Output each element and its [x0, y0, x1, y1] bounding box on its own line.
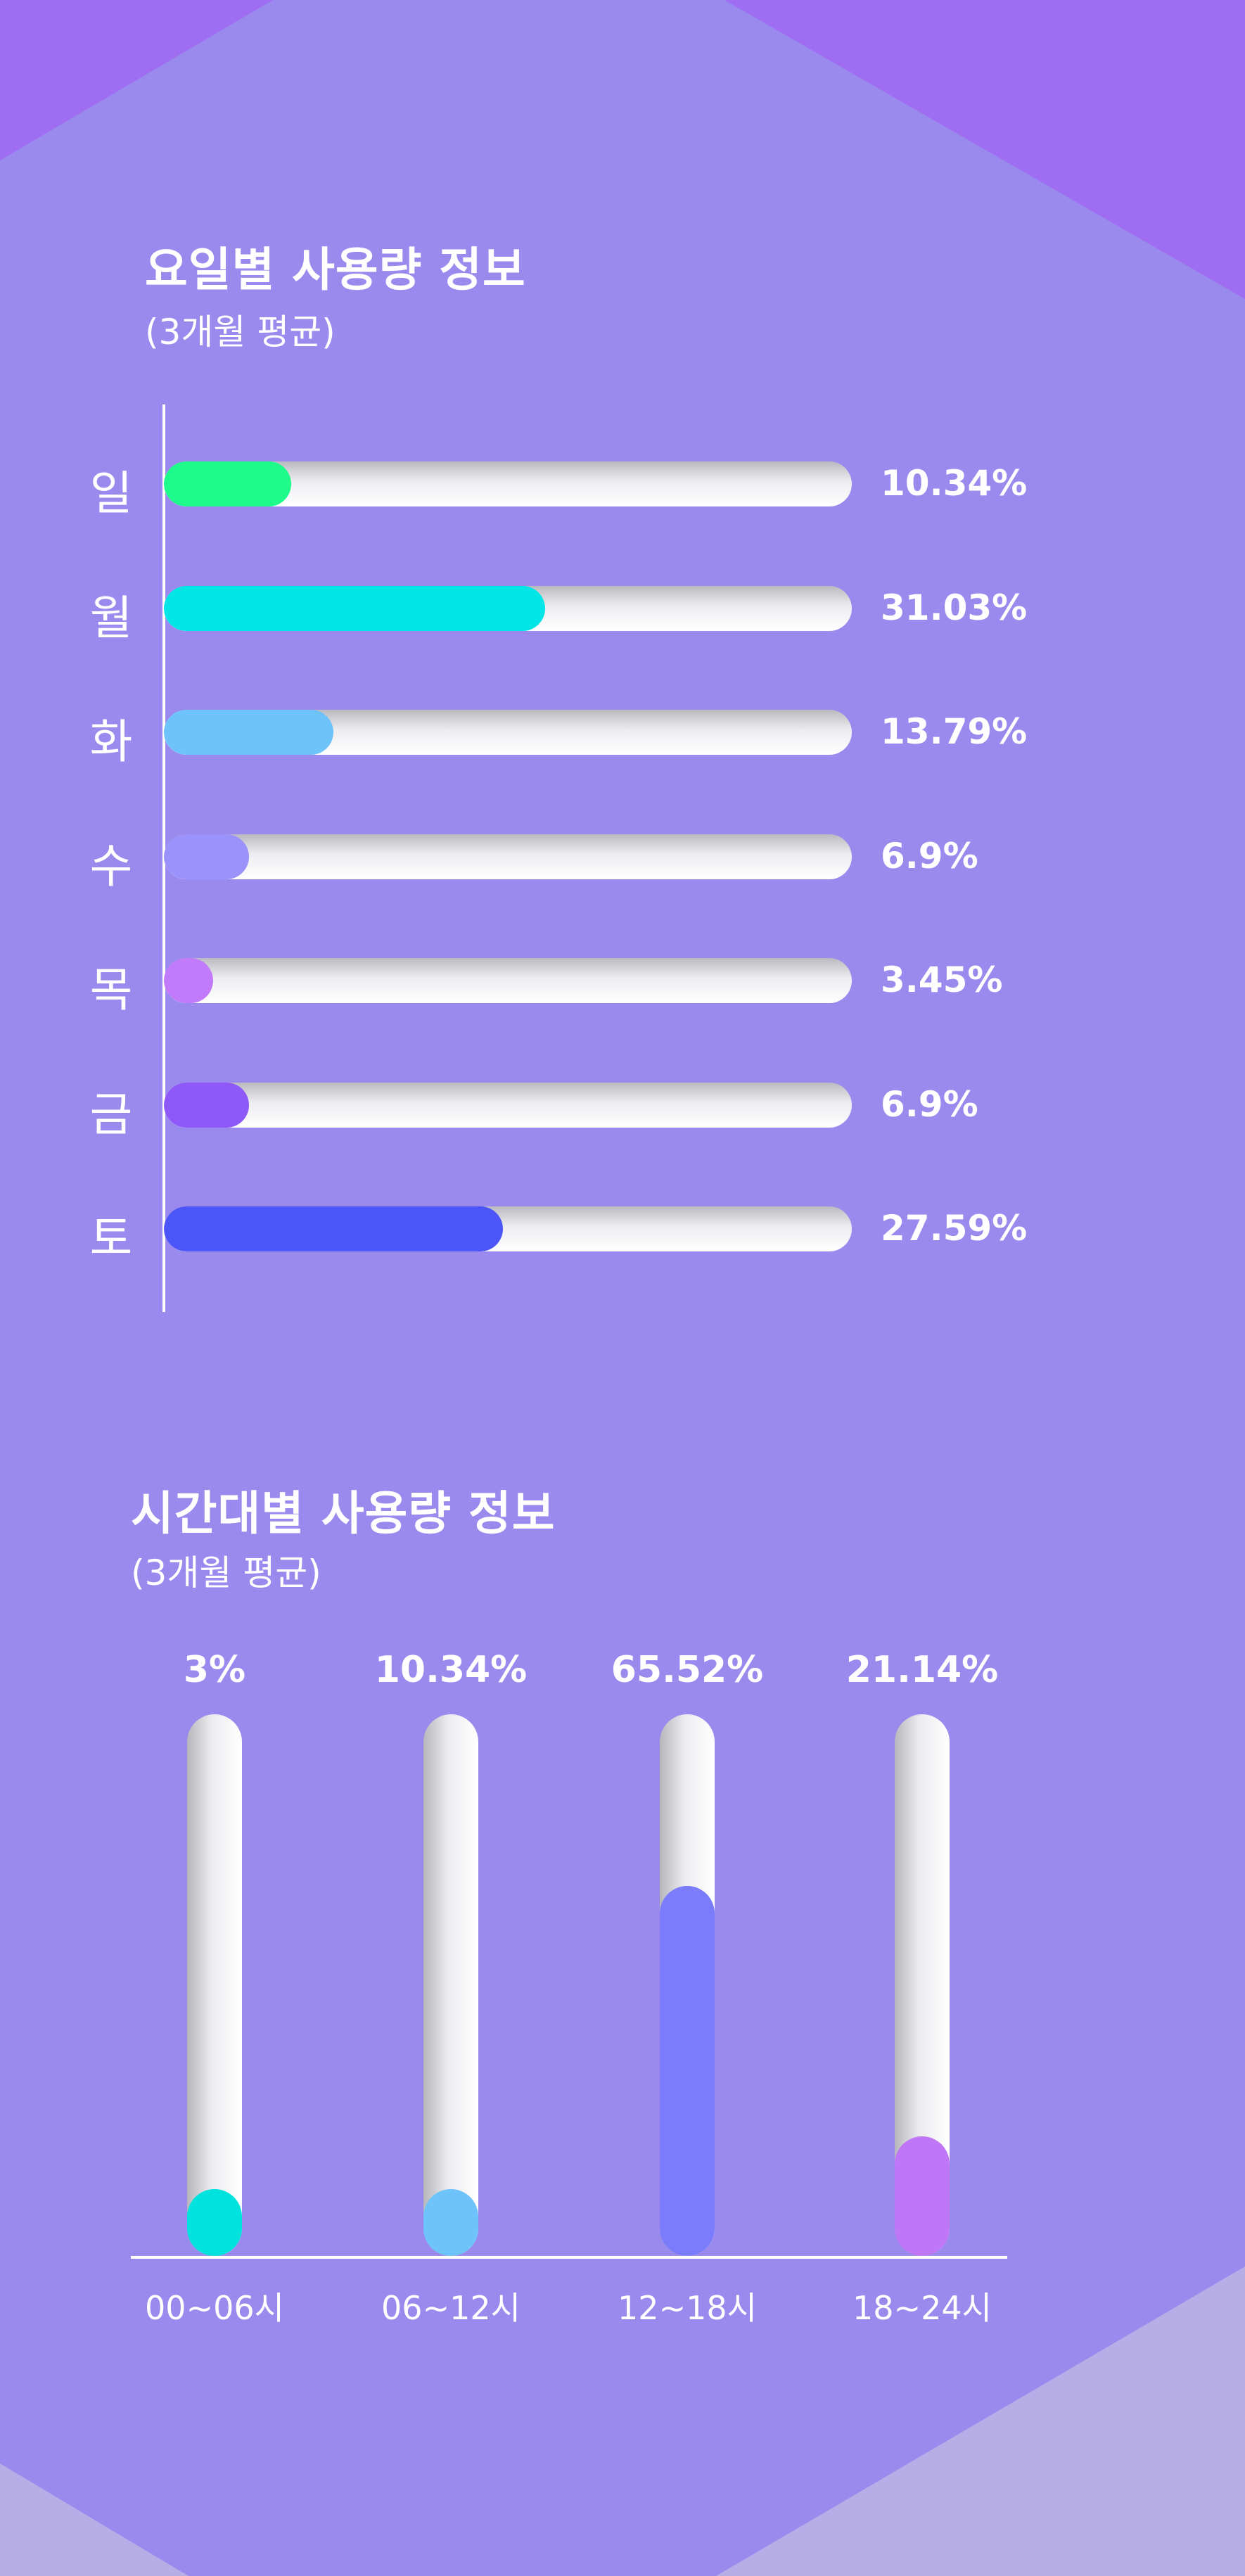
weekday-value-label: 6.9% — [881, 1083, 978, 1125]
weekday-label: 일 — [89, 466, 133, 521]
weekday-bar — [164, 1082, 249, 1128]
weekday-value-label: 31.03% — [881, 587, 1028, 628]
weekday-value-label: 13.79% — [881, 711, 1028, 752]
timeslot-bar — [660, 1886, 715, 2256]
timeslot-category-label: 18~24시 — [853, 2289, 992, 2327]
weekday-chart-title: 요일별 사용량 정보 — [145, 243, 526, 297]
weekday-chart-subtitle: (3개월 평균) — [145, 312, 336, 352]
timeslot-category-label: 12~18시 — [618, 2289, 757, 2327]
weekday-label: 금 — [89, 1087, 133, 1142]
timeslot-bar-track — [895, 1714, 950, 2256]
weekday-bar — [164, 958, 213, 1003]
weekday-bar-track — [164, 834, 852, 879]
timeslot-bar-track — [660, 1714, 715, 2256]
weekday-label: 월 — [89, 590, 133, 645]
weekday-value-label: 3.45% — [881, 959, 1003, 1000]
weekday-bar-track — [164, 958, 852, 1003]
weekday-bar-track — [164, 710, 852, 755]
timeslot-bar — [187, 2189, 242, 2256]
top-right-corner-shape — [724, 0, 1245, 299]
weekday-bar-track — [164, 1206, 852, 1251]
timeslot-value-label: 3% — [183, 1649, 246, 1691]
weekday-bar-track — [164, 585, 852, 631]
weekday-label: 화 — [89, 715, 133, 769]
timeslot-bar — [423, 2189, 478, 2256]
timeslot-bar — [895, 2136, 950, 2256]
weekday-bar — [164, 834, 249, 879]
bottom-left-shape — [0, 2463, 189, 2576]
timeslot-bar-track — [187, 1714, 242, 2256]
weekday-bar — [164, 585, 545, 631]
weekday-bar — [164, 710, 333, 755]
weekday-bar-track — [164, 461, 852, 506]
timeslot-value-label: 10.34% — [374, 1649, 528, 1691]
weekday-bar — [164, 1206, 503, 1251]
weekday-value-label: 6.9% — [881, 835, 978, 876]
timeslot-value-label: 65.52% — [611, 1649, 764, 1691]
bottom-right-shape — [716, 2266, 1245, 2576]
timeslot-chart-title: 시간대별 사용량 정보 — [131, 1486, 556, 1541]
timeslot-category-label: 06~12시 — [381, 2289, 521, 2327]
weekday-value-label: 27.59% — [881, 1208, 1028, 1249]
weekday-bar-track — [164, 1082, 852, 1128]
weekday-label: 목 — [89, 963, 133, 1017]
top-left-corner-shape — [0, 0, 273, 160]
weekday-bar — [164, 461, 291, 506]
weekday-label: 토 — [89, 1211, 133, 1265]
timeslot-bar-track — [423, 1714, 478, 2256]
timeslot-chart-subtitle: (3개월 평균) — [131, 1552, 321, 1593]
weekday-value-label: 10.34% — [881, 463, 1028, 504]
weekday-label: 수 — [89, 839, 133, 893]
timeslot-category-label: 00~06시 — [145, 2289, 284, 2327]
timeslot-baseline — [131, 2256, 1007, 2259]
timeslot-value-label: 21.14% — [845, 1649, 999, 1691]
